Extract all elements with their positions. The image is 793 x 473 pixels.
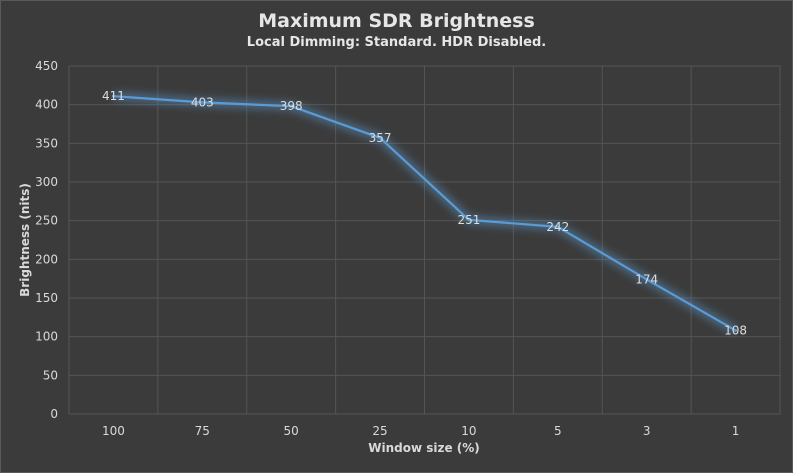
y-tick-label: 100 xyxy=(35,330,58,344)
data-point xyxy=(200,100,204,104)
y-tick-label: 250 xyxy=(35,214,58,228)
x-tick-label: 75 xyxy=(195,424,210,438)
data-labels: 411 403 398 357 251 242 174 108 xyxy=(102,89,747,337)
x-tick-label: 3 xyxy=(643,424,651,438)
y-tick-label: 450 xyxy=(35,59,58,73)
x-tick-label: 25 xyxy=(372,424,387,438)
data-point xyxy=(556,225,560,229)
data-point xyxy=(289,104,293,108)
x-tick-label: 5 xyxy=(554,424,562,438)
y-tick-label: 300 xyxy=(35,175,58,189)
y-tick-label: 400 xyxy=(35,98,58,112)
y-tick-label: 0 xyxy=(50,407,58,421)
gridlines xyxy=(68,65,781,415)
y-tick-label: 150 xyxy=(35,291,58,305)
y-axis-ticks: 0 50 100 150 200 250 300 350 400 450 xyxy=(35,59,58,421)
data-point xyxy=(378,136,382,140)
x-tick-label: 100 xyxy=(102,424,125,438)
data-point xyxy=(734,328,738,332)
chart-title: Maximum SDR Brightness xyxy=(258,10,535,32)
x-tick-label: 50 xyxy=(284,424,299,438)
y-tick-label: 50 xyxy=(43,368,58,382)
x-axis-ticks: 100 75 50 25 10 5 3 1 xyxy=(102,424,739,438)
data-label: 251 xyxy=(457,213,480,227)
y-axis-title: Brightness (nits) xyxy=(18,183,32,297)
x-tick-label: 1 xyxy=(732,424,740,438)
data-label: 242 xyxy=(546,220,569,234)
y-tick-label: 200 xyxy=(35,252,58,266)
data-point xyxy=(645,277,649,281)
series-layer xyxy=(111,91,738,335)
y-tick-label: 350 xyxy=(35,136,58,150)
chart-subtitle: Local Dimming: Standard. HDR Disabled. xyxy=(246,35,547,50)
x-axis-title: Window size (%) xyxy=(368,441,480,455)
data-label: 411 xyxy=(102,89,125,103)
data-label: 174 xyxy=(635,272,658,286)
x-tick-label: 10 xyxy=(461,424,476,438)
data-label: 108 xyxy=(724,323,747,337)
data-point xyxy=(467,218,471,222)
data-point xyxy=(111,94,115,98)
series-line xyxy=(113,95,737,332)
data-label: 398 xyxy=(280,99,303,113)
data-label: 357 xyxy=(369,131,392,145)
data-label: 403 xyxy=(191,95,214,109)
